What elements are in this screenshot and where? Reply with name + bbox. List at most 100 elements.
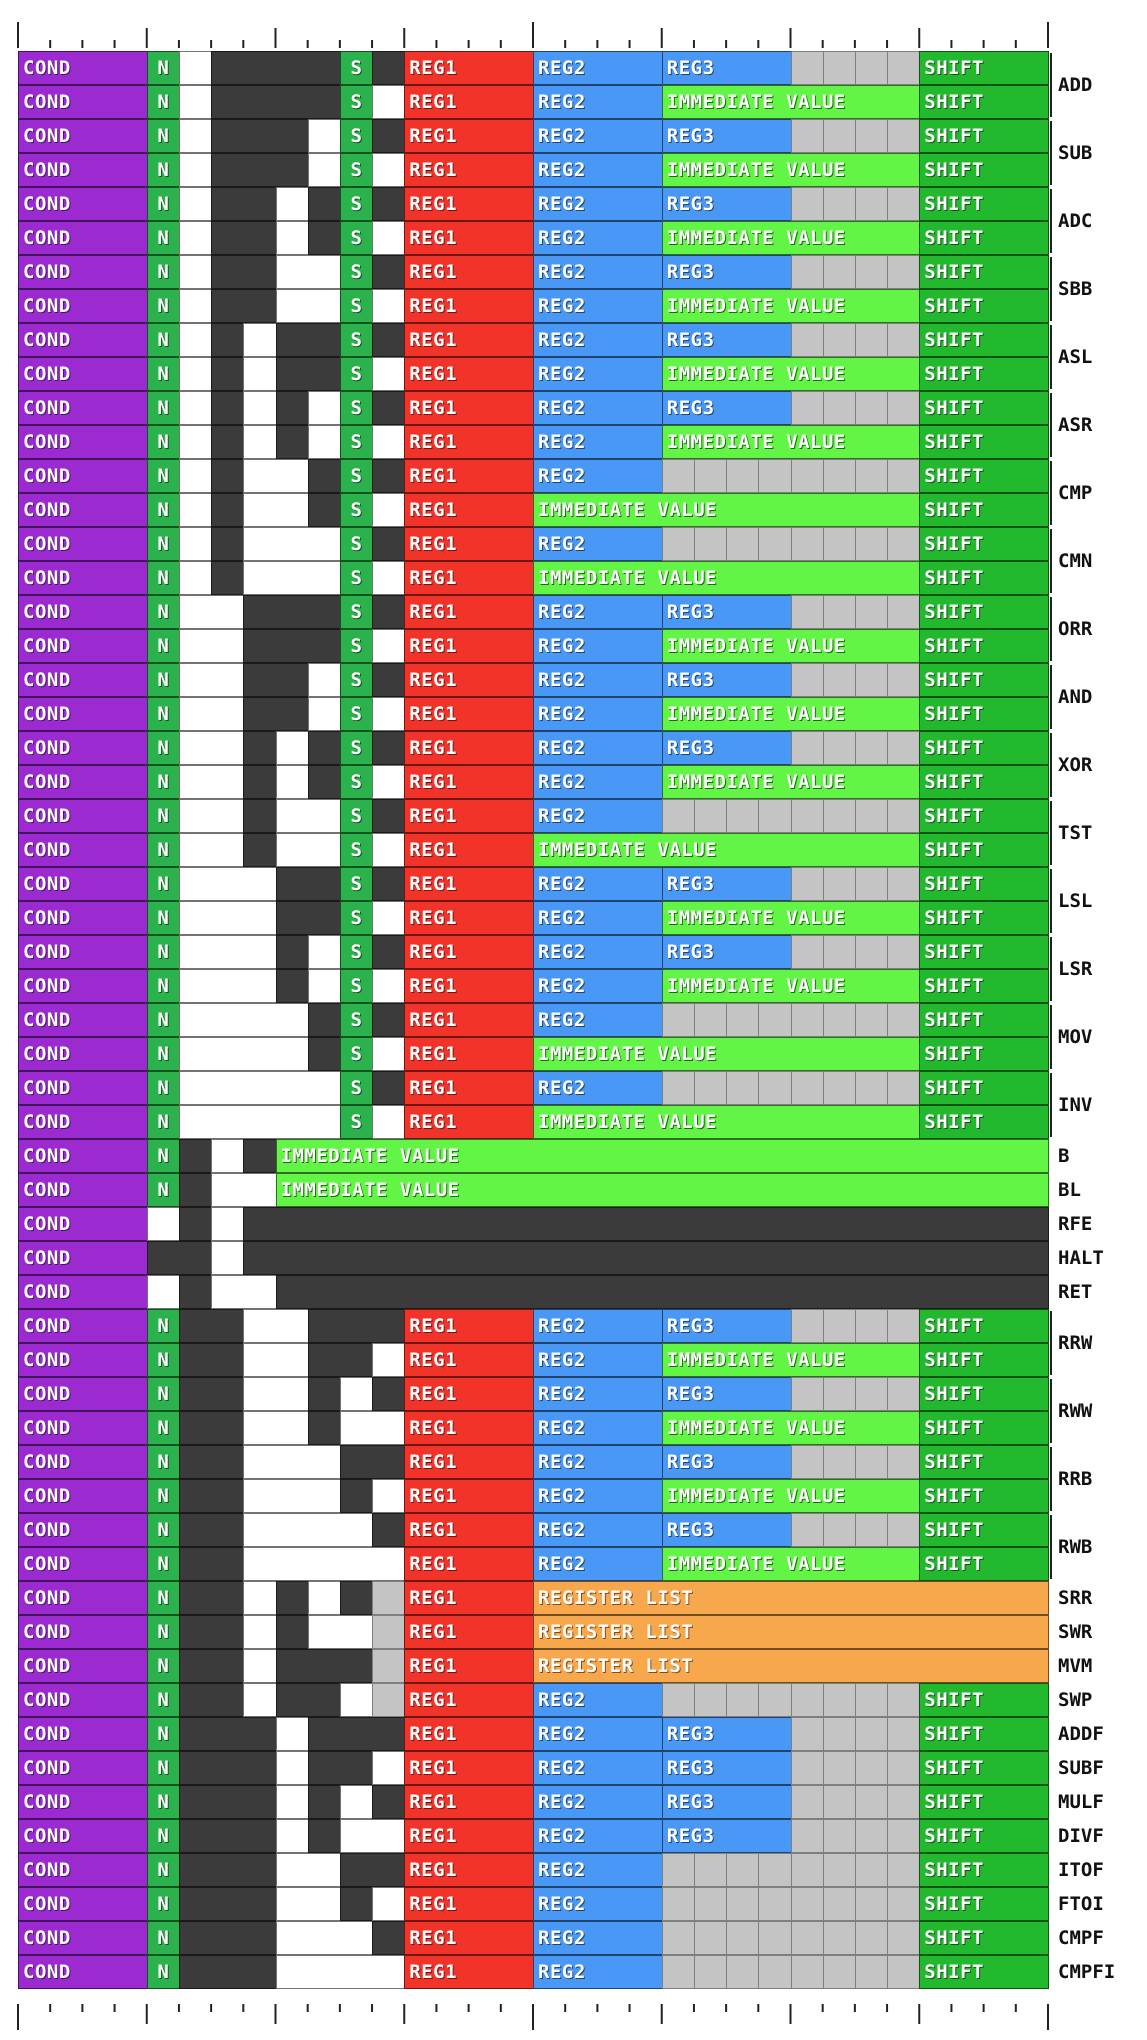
field-shift: SHIFT: [919, 1037, 1049, 1071]
opcode-bit-clear: [211, 1207, 245, 1241]
field-shift: SHIFT: [919, 425, 1049, 459]
opcode-bit-set: [307, 1819, 341, 1853]
opcode-bit-set: [372, 459, 406, 493]
field-reg1: REG1: [404, 935, 534, 969]
field-unused: [854, 799, 889, 833]
opcode-bit-clear: [178, 833, 245, 867]
field-shift: SHIFT: [919, 697, 1049, 731]
field-n: N: [146, 1071, 180, 1105]
field-shift: SHIFT: [919, 1683, 1049, 1717]
field-s: S: [339, 425, 374, 459]
field-shift: SHIFT: [919, 323, 1049, 357]
opcode-bit-clear: [275, 1717, 309, 1751]
field-shift: SHIFT: [919, 935, 1049, 969]
mnemonic-label: CMPFI: [1058, 1961, 1116, 1983]
field-unused: [854, 1853, 889, 1887]
encoding-row: COND N S REG1 IMMEDIATE VALUE SHIFT: [18, 561, 1049, 595]
field-cond: COND: [18, 1241, 148, 1275]
group-bracket: [1050, 597, 1052, 661]
field-shift: SHIFT: [919, 1513, 1049, 1547]
field-reg2: REG2: [533, 1377, 663, 1411]
field-reg1: REG1: [404, 153, 534, 187]
opcode-bit-set: [178, 1955, 277, 1989]
field-reg2: REG2: [533, 765, 663, 799]
field-reg1: REG1: [404, 595, 534, 629]
opcode-bit-set: [307, 1309, 406, 1343]
encoding-row: COND N IMMEDIATE VALUE: [18, 1139, 1049, 1173]
field-s: S: [339, 85, 374, 119]
field-unused: [854, 1513, 889, 1547]
field-unused: [887, 1513, 921, 1547]
field-unused: [854, 663, 889, 697]
field-unused: [887, 1921, 921, 1955]
mnemonic-label: TST: [1058, 822, 1093, 844]
field-unused: [822, 255, 856, 289]
field-reg3: REG3: [661, 187, 792, 221]
opcode-bit-clear: [178, 289, 213, 323]
opcode-bit-set: [275, 425, 309, 459]
field-reg2: REG2: [533, 459, 663, 493]
opcode-bit-clear: [178, 1037, 309, 1071]
opcode-bit-set: [178, 1139, 213, 1173]
field-reg1: REG1: [404, 323, 534, 357]
field-unused: [726, 1683, 760, 1717]
field-unused: [854, 1819, 889, 1853]
opcode-bit-clear: [372, 765, 406, 799]
opcode-bit-clear: [275, 833, 341, 867]
encoding-row: COND N S REG1 REG2 REG3 SHIFT: [18, 731, 1049, 765]
encoding-row: COND N S REG1 REG2 REG3 SHIFT: [18, 935, 1049, 969]
field-s: S: [339, 935, 374, 969]
field-unused: [758, 1683, 792, 1717]
opcode-bit-clear: [372, 1037, 406, 1071]
opcode-bit-set: [372, 1785, 406, 1819]
field-cond: COND: [18, 833, 148, 867]
field-imm: IMMEDIATE VALUE: [533, 493, 921, 527]
field-s: S: [339, 901, 374, 935]
opcode-bit-set: [307, 1717, 406, 1751]
field-imm: IMMEDIATE VALUE: [661, 1411, 921, 1445]
opcode-bit-clear: [178, 561, 213, 595]
field-unused: [693, 1003, 728, 1037]
field-reg1: REG1: [404, 867, 534, 901]
mnemonic-label: SUBF: [1058, 1757, 1104, 1779]
field-shift: SHIFT: [919, 595, 1049, 629]
field-cond: COND: [18, 1785, 148, 1819]
field-reg3: REG3: [661, 1717, 792, 1751]
field-reg2: REG2: [533, 1003, 663, 1037]
opcode-bit-set: [178, 1649, 245, 1683]
mnemonic-label: CMN: [1058, 550, 1093, 572]
field-shift: SHIFT: [919, 1003, 1049, 1037]
opcode-bit-set: [307, 731, 341, 765]
mnemonic-label: SWR: [1058, 1621, 1093, 1643]
field-n: N: [146, 1547, 180, 1581]
field-n: N: [146, 1139, 180, 1173]
field-unused: [887, 1751, 921, 1785]
field-unused: [854, 867, 889, 901]
field-cond: COND: [18, 1615, 148, 1649]
field-unused: [790, 1785, 824, 1819]
field-reg1: REG1: [404, 1921, 534, 1955]
field-n: N: [146, 1581, 180, 1615]
mnemonic-label: ADDF: [1058, 1723, 1104, 1745]
opcode-bit-clear: [307, 153, 341, 187]
opcode-bit-set: [178, 1547, 245, 1581]
field-reg1: REG1: [404, 85, 534, 119]
field-n: N: [146, 1955, 180, 1989]
field-reg2: REG2: [533, 289, 663, 323]
field-unused: [887, 187, 921, 221]
field-imm: IMMEDIATE VALUE: [661, 1343, 921, 1377]
field-shift: SHIFT: [919, 493, 1049, 527]
opcode-bit-clear: [243, 323, 277, 357]
field-shift: SHIFT: [919, 1411, 1049, 1445]
opcode-bit-clear: [178, 765, 245, 799]
field-unused: [822, 1921, 856, 1955]
field-n: N: [146, 255, 180, 289]
field-unused: [854, 731, 889, 765]
opcode-bit-set: [211, 391, 245, 425]
field-imm: IMMEDIATE VALUE: [533, 561, 921, 595]
field-reg2: REG2: [533, 323, 663, 357]
opcode-bit-set: [178, 1275, 213, 1309]
group-bracket: [1050, 529, 1052, 593]
field-s: S: [339, 289, 374, 323]
field-shift: SHIFT: [919, 1071, 1049, 1105]
